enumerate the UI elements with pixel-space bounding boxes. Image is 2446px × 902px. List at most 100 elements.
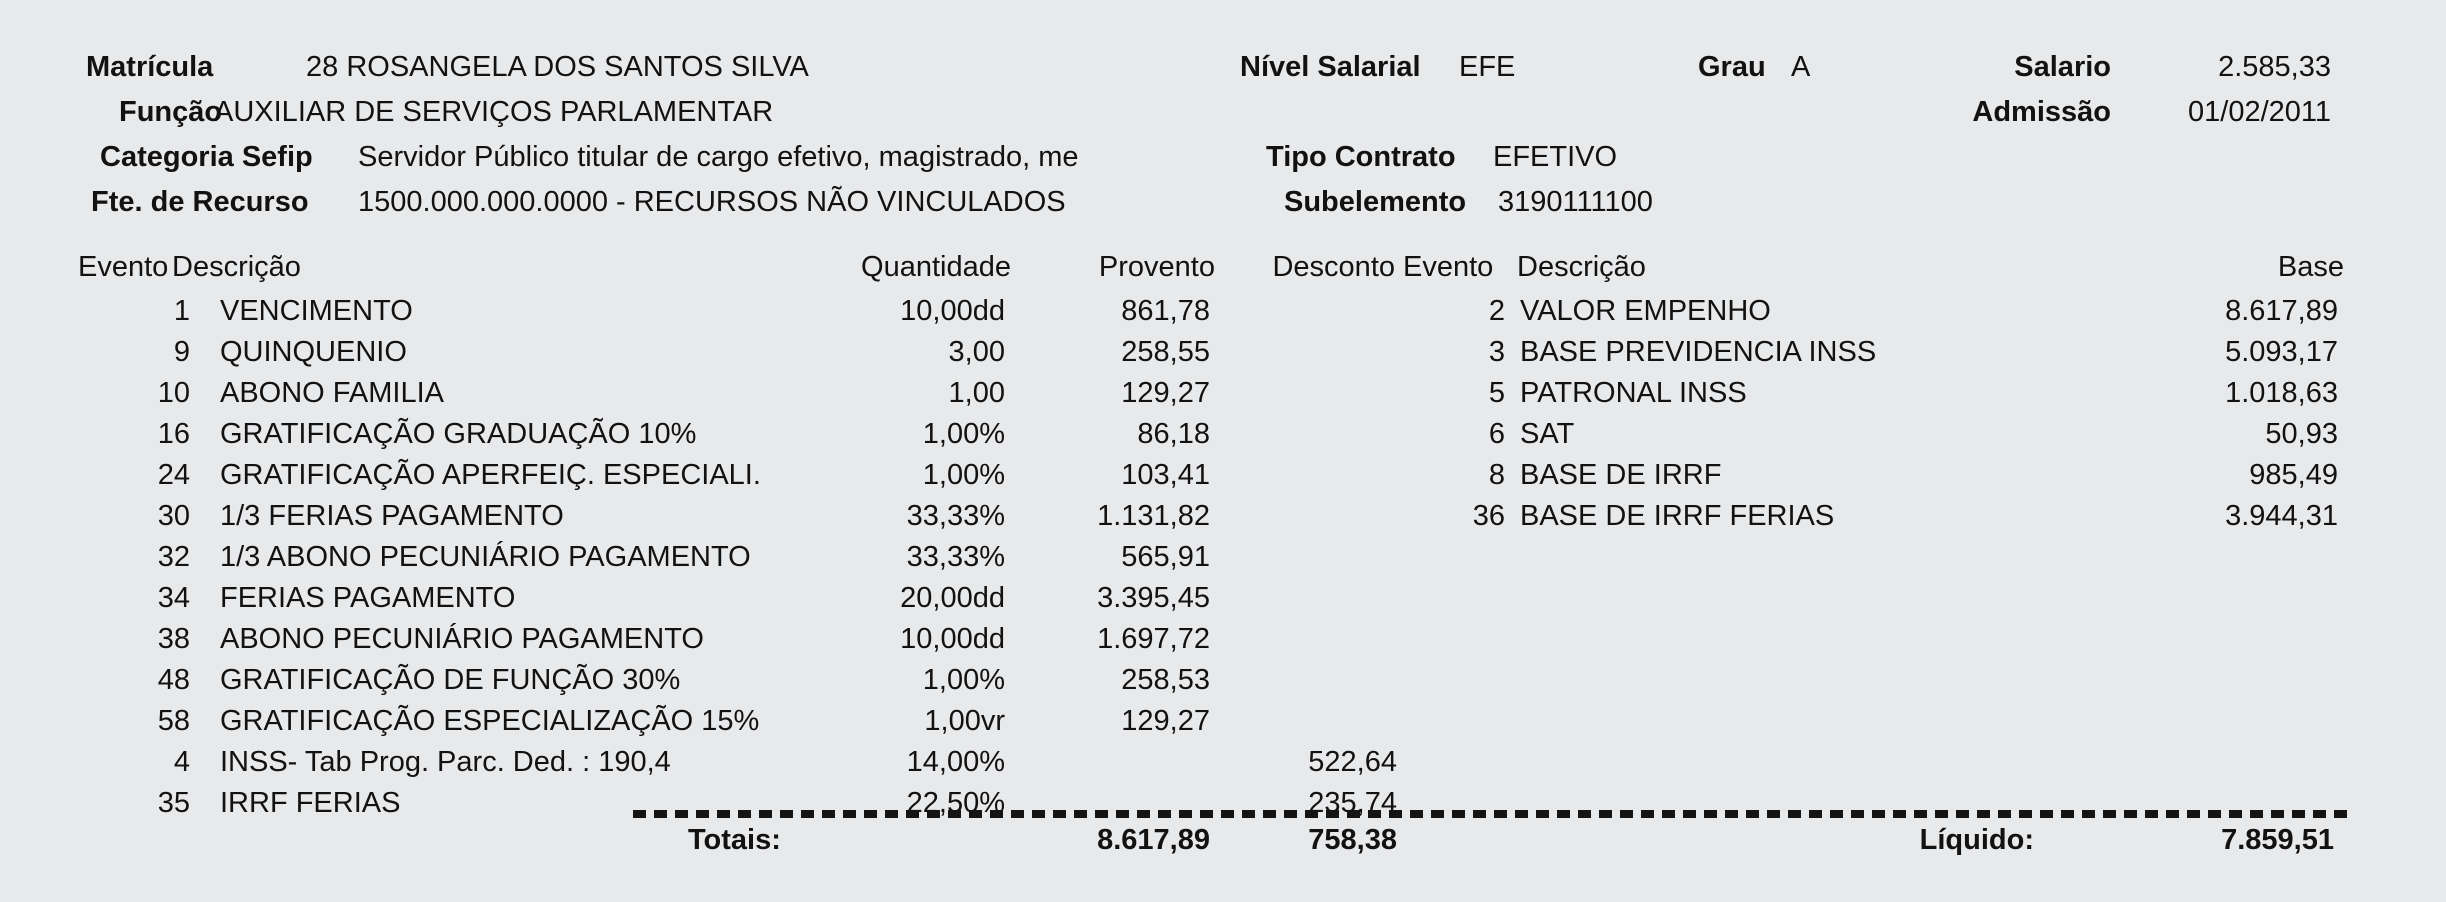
event-code: 24 xyxy=(157,459,190,491)
base-value: 5.093,17 xyxy=(2225,336,2338,368)
base-event-code: 2 xyxy=(1488,295,1505,327)
event-description: INSS- Tab Prog. Parc. Ded. : 190,4 xyxy=(220,746,671,778)
categoria-sefip-value: Servidor Público titular de cargo efetiv… xyxy=(358,141,1079,173)
base-event-description: PATRONAL INSS xyxy=(1520,377,1747,409)
earning-row: 4 INSS- Tab Prog. Parc. Ded. : 190,4 14,… xyxy=(0,742,2446,783)
event-quantity: 1,00vr xyxy=(924,705,1005,737)
subelemento-value: 3190111100 xyxy=(1498,186,1653,218)
event-provento: 103,41 xyxy=(1121,459,1210,491)
event-code: 10 xyxy=(157,377,190,409)
event-code: 38 xyxy=(157,623,190,655)
base-row: 36 BASE DE IRRF FERIAS 3.944,31 xyxy=(0,496,2446,537)
event-provento: 3.395,45 xyxy=(1097,582,1210,614)
event-quantity: 20,00dd xyxy=(900,582,1005,614)
event-quantity: 1,00% xyxy=(922,664,1005,696)
tipo-contrato-label: Tipo Contrato xyxy=(1266,141,1456,173)
nivel-salarial-value: EFE xyxy=(1459,51,1516,83)
base-event-description: BASE DE IRRF xyxy=(1520,459,1722,491)
column-header-evento: Evento xyxy=(78,251,169,283)
totais-label: Totais: xyxy=(688,824,781,856)
event-provento: 1.697,72 xyxy=(1097,623,1210,655)
event-provento: 258,55 xyxy=(1121,336,1210,368)
base-event-description: SAT xyxy=(1520,418,1575,450)
base-value: 50,93 xyxy=(2265,418,2338,450)
event-code: 32 xyxy=(157,541,190,573)
event-description: ABONO FAMILIA xyxy=(220,377,444,409)
column-header-descricao: Descrição xyxy=(172,251,301,283)
column-header-descricao-right: Descrição xyxy=(1517,251,1646,283)
totals-separator-dashed-line xyxy=(633,810,2352,818)
total-provento: 8.617,89 xyxy=(1097,824,1210,856)
event-description: GRATIFICAÇÃO APERFEIÇ. ESPECIALI. xyxy=(220,459,761,491)
base-event-code: 6 xyxy=(1488,418,1505,450)
event-provento: 861,78 xyxy=(1121,295,1210,327)
base-event-code: 8 xyxy=(1488,459,1505,491)
event-provento: 86,18 xyxy=(1137,418,1210,450)
event-description: VENCIMENTO xyxy=(220,295,413,327)
base-event-code: 5 xyxy=(1488,377,1505,409)
column-header-base: Base xyxy=(2277,251,2344,283)
subelemento-label: Subelemento xyxy=(1284,186,1467,218)
base-value: 8.617,89 xyxy=(2225,295,2338,327)
fte-de-recurso-label: Fte. de Recurso xyxy=(91,186,309,218)
earning-row: 10 ABONO FAMILIA 1,00 129,27 xyxy=(0,373,2446,414)
earning-row: 9 QUINQUENIO 3,00 258,55 xyxy=(0,332,2446,373)
event-description: 1/3 ABONO PECUNIÁRIO PAGAMENTO xyxy=(220,541,751,573)
base-row: 2 VALOR EMPENHO 8.617,89 xyxy=(0,291,2446,332)
nivel-salarial-label: Nível Salarial xyxy=(1240,51,1421,83)
event-description: 1/3 FERIAS PAGAMENTO xyxy=(220,500,564,532)
event-quantity: 1,00 xyxy=(948,377,1005,409)
event-provento: 129,27 xyxy=(1121,377,1210,409)
event-provento: 129,27 xyxy=(1121,705,1210,737)
earning-row: 24 GRATIFICAÇÃO APERFEIÇ. ESPECIALI. 1,0… xyxy=(0,455,2446,496)
admissao-label: Admissão xyxy=(1972,96,2111,128)
event-desconto: 522,64 xyxy=(1308,746,1397,778)
event-quantity: 10,00dd xyxy=(900,295,1005,327)
total-desconto: 758,38 xyxy=(1308,824,1397,856)
event-quantity: 3,00 xyxy=(948,336,1005,368)
salario-value: 2.585,33 xyxy=(2218,51,2331,83)
event-code: 1 xyxy=(173,295,190,327)
base-row: 3 BASE PREVIDENCIA INSS 5.093,17 xyxy=(0,332,2446,373)
event-description: FERIAS PAGAMENTO xyxy=(220,582,516,614)
earning-row: 16 GRATIFICAÇÃO GRADUAÇÃO 10% 1,00% 86,1… xyxy=(0,414,2446,455)
categoria-sefip-label: Categoria Sefip xyxy=(100,141,313,173)
base-rows: 2 VALOR EMPENHO 8.617,89 3 BASE PREVIDEN… xyxy=(0,291,2446,537)
matricula-label: Matrícula xyxy=(86,51,214,83)
salario-label: Salario xyxy=(2014,51,2111,83)
liquido-value: 7.859,51 xyxy=(2221,824,2334,856)
base-value: 3.944,31 xyxy=(2225,500,2338,532)
funcao-value: AUXILIAR DE SERVIÇOS PARLAMENTAR xyxy=(214,96,774,128)
fte-de-recurso-value: 1500.000.000.0000 - RECURSOS NÃO VINCULA… xyxy=(358,186,1066,218)
base-event-code: 3 xyxy=(1488,336,1505,368)
matricula-value: 28 ROSANGELA DOS SANTOS SILVA xyxy=(306,51,809,83)
event-code: 35 xyxy=(157,787,190,819)
event-description: ABONO PECUNIÁRIO PAGAMENTO xyxy=(220,623,704,655)
earnings-rows: 1 VENCIMENTO 10,00dd 861,78 9 QUINQUENIO… xyxy=(0,291,2446,824)
column-header-provento: Provento xyxy=(1098,251,1215,283)
event-quantity: 33,33% xyxy=(906,541,1005,573)
earning-row: 48 GRATIFICAÇÃO DE FUNÇÃO 30% 1,00% 258,… xyxy=(0,660,2446,701)
admissao-value: 01/02/2011 xyxy=(2188,96,2331,128)
base-row: 8 BASE DE IRRF 985,49 xyxy=(0,455,2446,496)
event-quantity: 10,00dd xyxy=(900,623,1005,655)
base-value: 1.018,63 xyxy=(2225,377,2338,409)
event-description: GRATIFICAÇÃO DE FUNÇÃO 30% xyxy=(220,664,681,696)
base-event-description: VALOR EMPENHO xyxy=(1520,295,1771,327)
column-header-evento-right: Evento xyxy=(1403,251,1494,283)
event-code: 9 xyxy=(173,336,190,368)
event-provento: 565,91 xyxy=(1121,541,1210,573)
base-event-code: 36 xyxy=(1472,500,1505,532)
column-header-quantidade: Quantidade xyxy=(861,251,1011,283)
event-code: 4 xyxy=(173,746,190,778)
earning-row: 58 GRATIFICAÇÃO ESPECIALIZAÇÃO 15% 1,00v… xyxy=(0,701,2446,742)
event-code: 30 xyxy=(157,500,190,532)
event-description: QUINQUENIO xyxy=(220,336,407,368)
funcao-label: Função xyxy=(119,96,223,128)
base-event-description: BASE DE IRRF FERIAS xyxy=(1520,500,1835,532)
event-provento: 258,53 xyxy=(1121,664,1210,696)
event-code: 48 xyxy=(157,664,190,696)
earning-row: 1 VENCIMENTO 10,00dd 861,78 xyxy=(0,291,2446,332)
tipo-contrato-value: EFETIVO xyxy=(1493,141,1618,173)
